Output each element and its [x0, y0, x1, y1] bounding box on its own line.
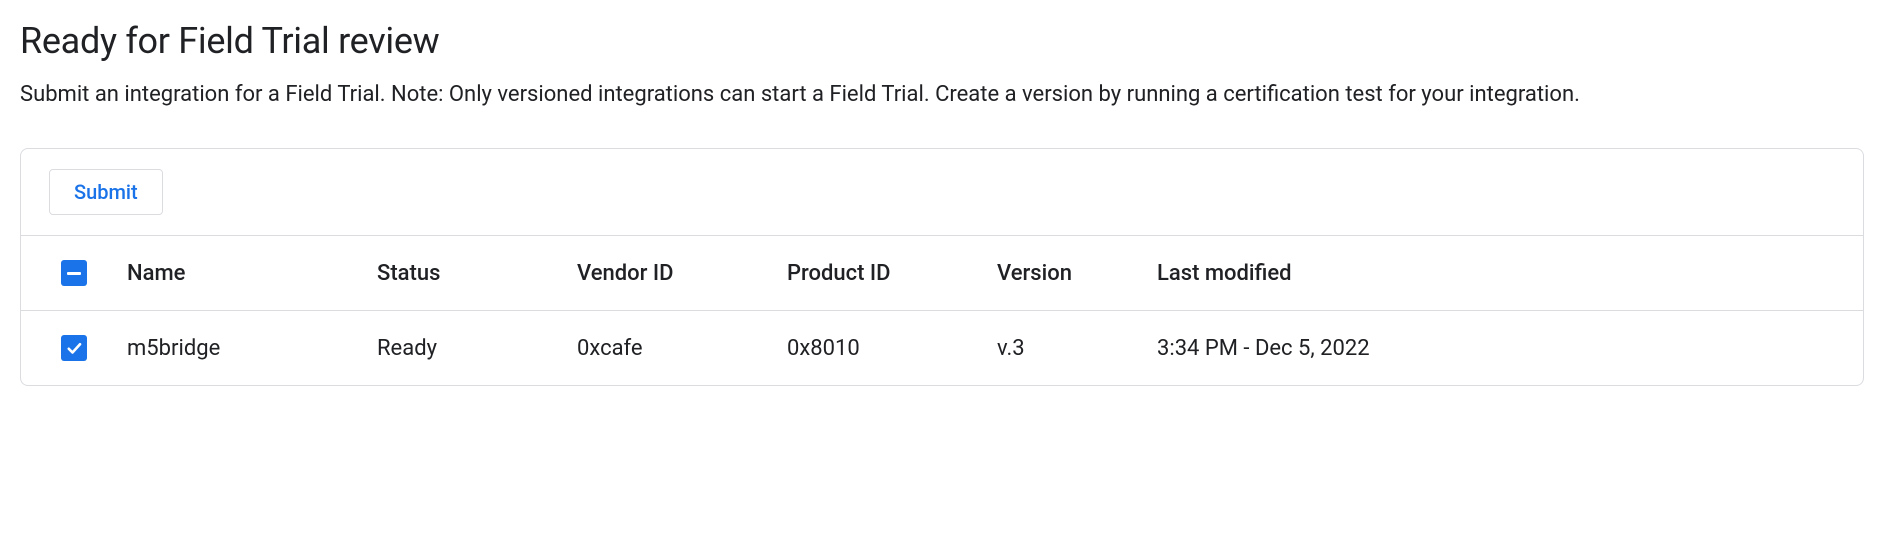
cell-version: v.3 [981, 311, 1141, 386]
select-all-checkbox[interactable] [61, 260, 87, 286]
submit-button[interactable]: Submit [49, 169, 163, 215]
column-header-product-id: Product ID [771, 236, 981, 311]
cell-checkbox [21, 311, 111, 386]
page-title: Ready for Field Trial review [20, 20, 1864, 62]
column-header-last-modified: Last modified [1141, 236, 1863, 311]
table-header-row: Name Status Vendor ID Product ID Version… [21, 236, 1863, 311]
cell-status: Ready [361, 311, 561, 386]
cell-name: m5bridge [111, 311, 361, 386]
row-checkbox[interactable] [61, 335, 87, 361]
integrations-table-container: Submit Name Status Vendor ID Product ID … [20, 148, 1864, 386]
integrations-table: Name Status Vendor ID Product ID Version… [21, 236, 1863, 385]
check-icon [65, 339, 83, 357]
column-header-version: Version [981, 236, 1141, 311]
cell-vendor-id: 0xcafe [561, 311, 771, 386]
table-row: m5bridge Ready 0xcafe 0x8010 v.3 3:34 PM… [21, 311, 1863, 386]
column-header-status: Status [361, 236, 561, 311]
cell-last-modified: 3:34 PM - Dec 5, 2022 [1141, 311, 1863, 386]
page-description: Submit an integration for a Field Trial.… [20, 78, 1860, 112]
column-header-checkbox [21, 236, 111, 311]
cell-product-id: 0x8010 [771, 311, 981, 386]
column-header-name: Name [111, 236, 361, 311]
table-toolbar: Submit [21, 149, 1863, 236]
indeterminate-icon [67, 272, 81, 275]
column-header-vendor-id: Vendor ID [561, 236, 771, 311]
